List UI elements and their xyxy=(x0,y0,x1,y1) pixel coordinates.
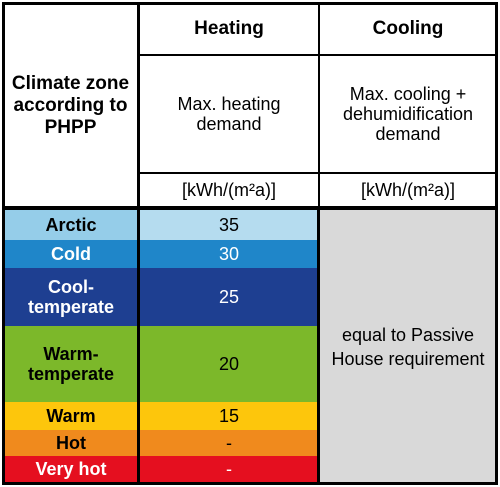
zone-cell-0: Arctic xyxy=(4,210,138,240)
zone-label: Warm-temperate xyxy=(27,344,115,384)
heating-value-label: - xyxy=(226,432,232,453)
zone-header: Climate zone according to PHPP xyxy=(4,4,137,207)
cooling-title: Cooling xyxy=(372,18,444,39)
zone-cell-4: Warm xyxy=(4,402,138,430)
heating-value-label: 20 xyxy=(218,353,240,374)
border-col2-lower xyxy=(317,210,320,485)
heating-value-label: - xyxy=(226,458,232,479)
cooling-description: Max. cooling + dehumidification demand xyxy=(342,84,474,144)
border-col1 xyxy=(137,2,140,485)
heating-unit: [kWh/(m²a)] xyxy=(182,179,276,200)
heating-value-2: 25 xyxy=(140,268,318,326)
zone-cell-2: Cool-temperate xyxy=(4,268,138,326)
zone-label: Cold xyxy=(51,244,91,264)
heating-value-0: 35 xyxy=(140,210,318,240)
zone-label: Arctic xyxy=(45,215,97,235)
border-left xyxy=(2,2,5,485)
heating-value-1: 30 xyxy=(140,240,318,268)
zone-label: Hot xyxy=(56,433,86,453)
border-desc-bottom xyxy=(138,172,498,174)
heating-value-4: 15 xyxy=(140,402,318,430)
border-header-bottom xyxy=(2,206,498,210)
border-right xyxy=(495,2,498,485)
border-title-bottom xyxy=(138,54,498,56)
heating-value-label: 15 xyxy=(218,405,240,426)
heating-value-label: 25 xyxy=(218,286,240,307)
cooling-unit: [kWh/(m²a)] xyxy=(361,179,455,200)
zone-cell-6: Very hot xyxy=(4,456,138,482)
heating-description: Max. heating demand xyxy=(177,94,281,134)
heating-value-label: 35 xyxy=(218,214,240,235)
heating-value-6: - xyxy=(140,456,318,482)
zone-header-label: Climate zone according to PHPP xyxy=(11,72,130,138)
zone-label: Very hot xyxy=(35,459,107,479)
border-col2 xyxy=(318,2,320,210)
heating-title: Heating xyxy=(194,18,264,39)
cooling-note: equal to Passive House requirement xyxy=(320,210,496,483)
zone-cell-5: Hot xyxy=(4,430,138,456)
heating-value-3: 20 xyxy=(140,326,318,402)
zone-label: Cool-temperate xyxy=(27,277,115,317)
heating-value-5: - xyxy=(140,430,318,456)
border-top xyxy=(2,2,498,5)
border-bottom xyxy=(2,482,498,485)
heating-value-label: 30 xyxy=(218,243,240,264)
zone-label: Warm xyxy=(46,406,96,426)
zone-cell-3: Warm-temperate xyxy=(4,326,138,402)
zone-cell-1: Cold xyxy=(4,240,138,268)
